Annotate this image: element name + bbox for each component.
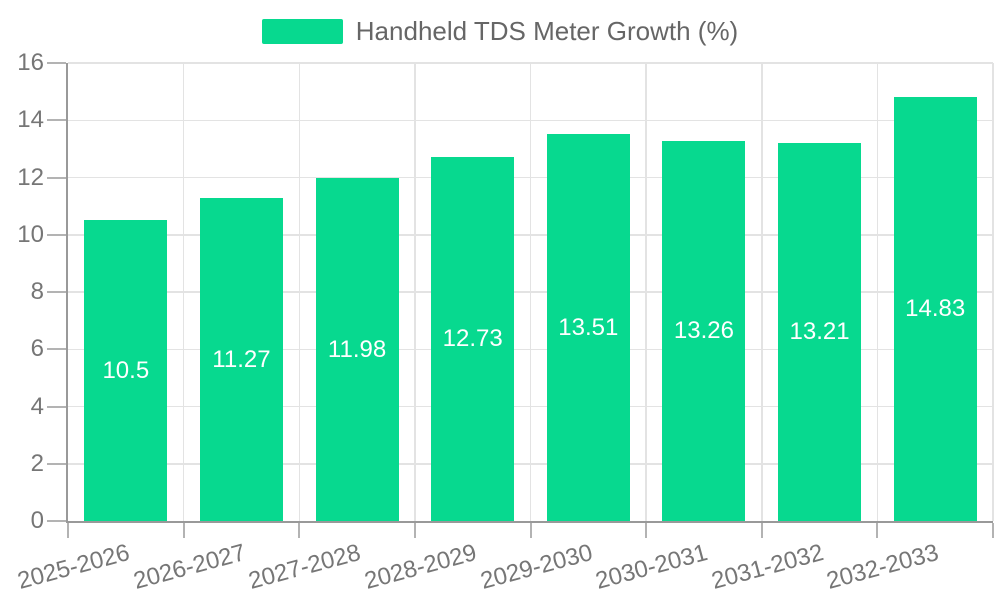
- y-axis-tick: [47, 520, 66, 522]
- y-axis-tick: [47, 405, 66, 408]
- x-axis-label: 2025-2026: [14, 539, 133, 595]
- y-axis-label: 2: [30, 449, 44, 477]
- x-axis-tick: [529, 523, 532, 538]
- gridline-vertical: [645, 63, 647, 521]
- x-axis-tick: [182, 523, 185, 538]
- x-axis-label: 2029-2030: [477, 539, 596, 595]
- y-axis-tick: [47, 119, 66, 122]
- x-axis-tick: [760, 523, 763, 538]
- x-axis-label: 2027-2028: [245, 539, 364, 595]
- legend-label: Handheld TDS Meter Growth (%): [355, 16, 739, 46]
- x-axis-tick: [992, 523, 994, 538]
- bar-value-label: 13.51: [558, 313, 619, 341]
- y-axis-tick: [47, 462, 66, 465]
- bar-value-label: 14.83: [905, 294, 966, 322]
- x-axis-label: 2026-2027: [130, 539, 249, 595]
- bar-value-label: 11.27: [212, 345, 271, 373]
- y-axis-label: 14: [17, 106, 44, 134]
- x-axis-label: 2028-2029: [361, 539, 480, 595]
- x-axis-tick: [298, 523, 301, 538]
- y-axis-label: 10: [17, 220, 44, 248]
- y-axis-label: 12: [17, 163, 44, 191]
- bar: 11.98: [315, 178, 399, 521]
- y-axis-label: 4: [30, 392, 44, 420]
- gridline-vertical: [529, 63, 532, 521]
- y-axis-label: 16: [17, 49, 44, 76]
- bar: 10.5: [84, 220, 168, 521]
- legend[interactable]: Handheld TDS Meter Growth (%): [0, 17, 1000, 45]
- x-axis-tick: [413, 523, 416, 538]
- gridline-vertical: [182, 63, 185, 521]
- y-axis-line: [66, 63, 68, 523]
- bar: 13.21: [778, 142, 862, 521]
- gridline-vertical: [876, 63, 879, 521]
- legend-swatch: [261, 18, 343, 44]
- gridline-vertical: [298, 63, 300, 521]
- bar-value-label: 10.5: [102, 356, 150, 384]
- bar-value-label: 11.98: [327, 335, 387, 363]
- y-axis-label: 6: [30, 335, 44, 363]
- x-axis-label: 2031-2032: [708, 539, 827, 595]
- y-axis-tick: [47, 348, 66, 351]
- y-axis-tick: [47, 233, 66, 236]
- bar-value-label: 13.26: [673, 317, 734, 345]
- y-axis-tick: [47, 62, 66, 64]
- plot-area: 10.5 11.27 11.98 12.73 13.51 13.26 13.21 14.83: [68, 62, 994, 521]
- bar-value-label: 12.73: [442, 324, 503, 352]
- bar: 13.51: [546, 134, 630, 521]
- bar: 13.26: [662, 141, 746, 521]
- bar-value-label: 13.21: [789, 317, 850, 345]
- y-axis-tick: [47, 291, 66, 293]
- x-axis-label: 2030-2031: [592, 539, 711, 595]
- x-axis-tick: [67, 523, 69, 538]
- gridline-vertical: [414, 63, 416, 521]
- x-axis-tick: [645, 523, 648, 538]
- y-axis-label: 0: [30, 507, 44, 534]
- bar: 11.27: [199, 198, 283, 521]
- x-axis-tick: [876, 523, 879, 538]
- bar: 12.73: [431, 156, 515, 521]
- gridline-vertical: [761, 63, 763, 521]
- bar: 14.83: [893, 96, 977, 521]
- gridline-vertical: [992, 63, 994, 521]
- x-axis-label: 2032-2033: [824, 539, 942, 595]
- y-axis-label: 8: [30, 278, 44, 305]
- x-axis-line: [66, 521, 993, 523]
- y-axis-tick: [47, 176, 66, 179]
